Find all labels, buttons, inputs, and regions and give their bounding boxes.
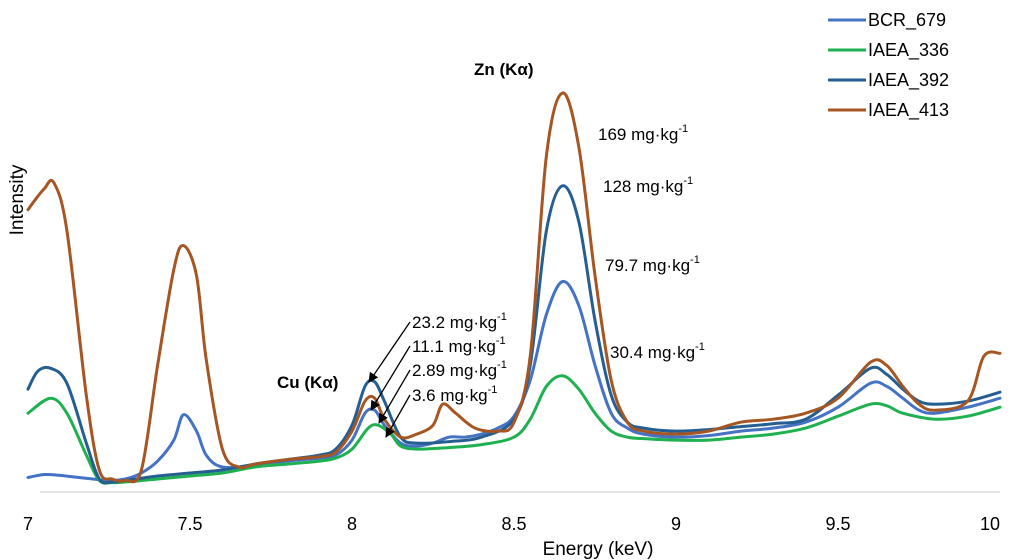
x-tick-labels: 7 7.5 8 8.5 9 9.5 10: [23, 514, 1000, 534]
zn-annotation: 30.4 mg·kg-1: [610, 341, 705, 362]
cu-annotations: 23.2 mg·kg-1 11.1 mg·kg-1 2.89 mg·kg-1 3…: [412, 311, 507, 405]
zn-annotation: 169 mg·kg-1: [598, 123, 688, 144]
cu-annotation: 23.2 mg·kg-1: [412, 311, 507, 332]
legend-label: IAEA_336: [868, 40, 949, 61]
y-axis-title: Intensity: [7, 164, 28, 235]
cu-annotation: 3.6 mg·kg-1: [412, 384, 497, 405]
x-tick-label: 7.5: [177, 514, 202, 534]
x-tick-label: 10: [980, 514, 1000, 534]
annotation-arrows: [368, 321, 411, 438]
zn-annotations: 169 mg·kg-1 128 mg·kg-1 79.7 mg·kg-1 30.…: [598, 123, 705, 362]
cu-peak-label: Cu (Kα): [277, 373, 338, 392]
x-tick-label: 8: [347, 514, 357, 534]
zn-annotation: 128 mg·kg-1: [603, 175, 693, 196]
cu-annotation: 11.1 mg·kg-1: [412, 335, 506, 356]
legend: BCR_679 IAEA_336 IAEA_392 IAEA_413: [828, 10, 949, 121]
x-axis-title: Energy (keV): [543, 539, 654, 560]
series-line-iaea-413: [26, 91, 1002, 484]
series-line-iaea-336: [26, 374, 1002, 485]
annotation-arrow: [368, 321, 411, 383]
annotation-arrow: [378, 369, 411, 424]
zn-annotation: 79.7 mg·kg-1: [605, 254, 700, 275]
zn-peak-label: Zn (Kα): [474, 60, 534, 79]
annotation-arrow: [385, 394, 411, 438]
x-tick-label: 8.5: [501, 514, 526, 534]
annotation-arrow: [370, 345, 411, 411]
series-line-bcr-679: [26, 279, 1002, 482]
series-lines: [26, 91, 1002, 485]
legend-label: BCR_679: [868, 10, 946, 31]
cu-annotation: 2.89 mg·kg-1: [412, 359, 507, 380]
x-tick-label: 9.5: [825, 514, 850, 534]
x-tick-label: 9: [671, 514, 681, 534]
x-tick-label: 7: [23, 514, 33, 534]
legend-label: IAEA_392: [868, 70, 949, 91]
legend-label: IAEA_413: [868, 100, 949, 121]
